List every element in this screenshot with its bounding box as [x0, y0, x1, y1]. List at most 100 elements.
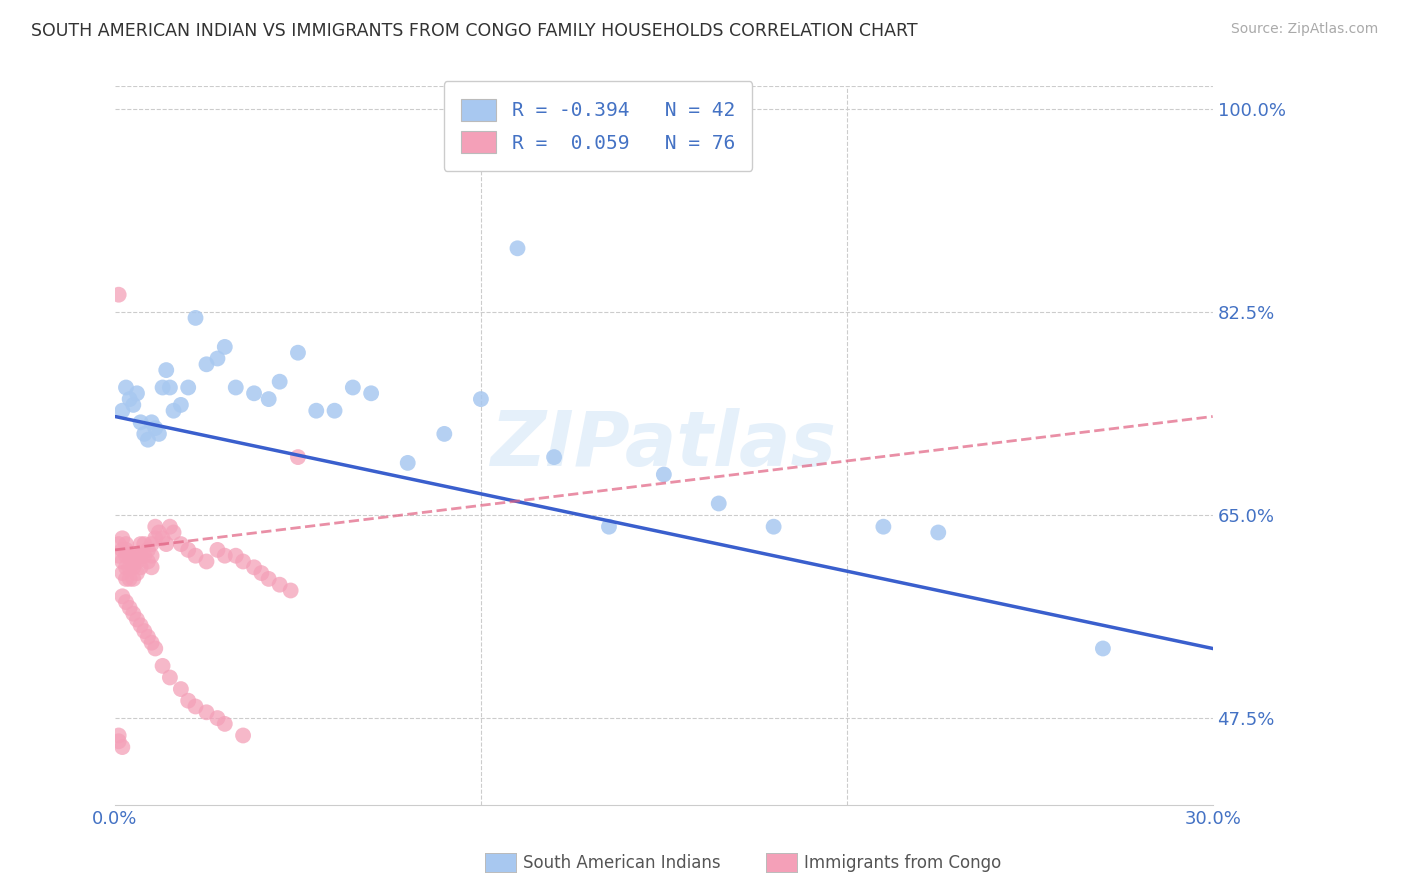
Point	[287, 450, 309, 464]
Point	[122, 549, 145, 563]
Point	[129, 618, 152, 632]
Point	[111, 531, 134, 545]
Point	[250, 566, 273, 580]
Point	[129, 537, 152, 551]
Point	[118, 549, 141, 563]
Point	[107, 549, 129, 563]
Point	[396, 456, 419, 470]
Point	[177, 542, 200, 557]
Point	[134, 537, 156, 551]
Point	[115, 542, 138, 557]
Point	[152, 531, 174, 545]
Point	[136, 433, 159, 447]
Point	[141, 636, 163, 650]
Point	[872, 519, 894, 533]
Point	[141, 537, 163, 551]
Text: SOUTH AMERICAN INDIAN VS IMMIGRANTS FROM CONGO FAMILY HOUSEHOLDS CORRELATION CHA: SOUTH AMERICAN INDIAN VS IMMIGRANTS FROM…	[31, 22, 918, 40]
Point	[122, 607, 145, 621]
Point	[243, 386, 266, 401]
Point	[148, 426, 170, 441]
Point	[111, 403, 134, 417]
Point	[111, 566, 134, 580]
Point	[107, 287, 129, 301]
Point	[207, 711, 229, 725]
Point	[141, 549, 163, 563]
Text: ZIPatlas: ZIPatlas	[491, 409, 837, 483]
Point	[141, 560, 163, 574]
Point	[115, 549, 138, 563]
Point	[598, 519, 620, 533]
Point	[159, 519, 181, 533]
Point	[184, 549, 207, 563]
Point	[762, 519, 785, 533]
Text: South American Indians: South American Indians	[523, 854, 721, 871]
Point	[148, 525, 170, 540]
Point	[360, 386, 382, 401]
Point	[115, 537, 138, 551]
Point	[115, 595, 138, 609]
Point	[195, 357, 218, 371]
Point	[184, 699, 207, 714]
Point	[125, 612, 148, 626]
Point	[214, 549, 236, 563]
Point	[134, 426, 156, 441]
Point	[129, 560, 152, 574]
Point	[115, 572, 138, 586]
Point	[269, 577, 291, 591]
Point	[257, 392, 280, 406]
Point	[177, 694, 200, 708]
Point	[118, 600, 141, 615]
Point	[136, 630, 159, 644]
Point	[122, 572, 145, 586]
Point	[707, 496, 730, 510]
Point	[162, 403, 184, 417]
Point	[170, 682, 193, 697]
Point	[652, 467, 675, 482]
Point	[152, 380, 174, 394]
Point	[152, 659, 174, 673]
Point	[143, 641, 166, 656]
Point	[115, 560, 138, 574]
Point	[111, 542, 134, 557]
Point	[129, 549, 152, 563]
Point	[269, 375, 291, 389]
Point	[159, 671, 181, 685]
Point	[184, 310, 207, 325]
Point	[214, 717, 236, 731]
Point	[470, 392, 492, 406]
Point	[143, 421, 166, 435]
Point	[115, 380, 138, 394]
Point	[1091, 641, 1114, 656]
Point	[543, 450, 565, 464]
Point	[134, 624, 156, 638]
Legend: R = -0.394   N = 42, R =  0.059   N = 76: R = -0.394 N = 42, R = 0.059 N = 76	[443, 81, 752, 171]
Point	[111, 554, 134, 568]
Text: Immigrants from Congo: Immigrants from Congo	[804, 854, 1001, 871]
Point	[136, 542, 159, 557]
Point	[122, 398, 145, 412]
Point	[107, 734, 129, 748]
Point	[136, 554, 159, 568]
Point	[195, 706, 218, 720]
Point	[143, 519, 166, 533]
Point	[243, 560, 266, 574]
Point	[170, 537, 193, 551]
Point	[280, 583, 302, 598]
Point	[125, 554, 148, 568]
Point	[305, 403, 328, 417]
Point	[122, 560, 145, 574]
Point	[143, 531, 166, 545]
Point	[159, 380, 181, 394]
Point	[111, 740, 134, 755]
Point	[134, 549, 156, 563]
Point	[118, 560, 141, 574]
Point	[170, 398, 193, 412]
Point	[118, 392, 141, 406]
Point	[287, 345, 309, 359]
Point	[107, 537, 129, 551]
Point	[232, 554, 254, 568]
Point	[207, 351, 229, 366]
Text: Source: ZipAtlas.com: Source: ZipAtlas.com	[1230, 22, 1378, 37]
Point	[155, 537, 177, 551]
Point	[125, 386, 148, 401]
